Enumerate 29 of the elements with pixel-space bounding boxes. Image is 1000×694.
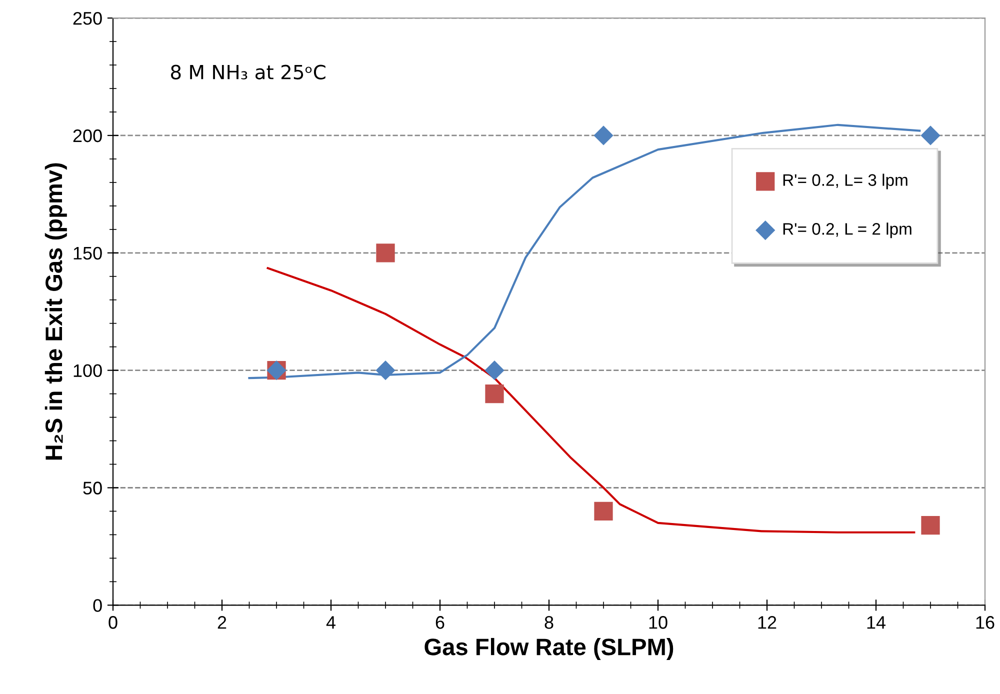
point [594,126,614,146]
legend-label: R'= 0.2, L = 2 lpm [783,222,912,238]
y-tick-label: 250 [73,12,102,25]
point [376,244,395,262]
point [485,384,504,404]
y-axis-title: H₂S in the Exit Gas (ppmv) [44,163,67,460]
x-tick-label: 4 [326,616,336,629]
x-tick-label: 14 [867,616,886,629]
x-tick-label: 0 [108,616,118,629]
x-tick-label: 6 [436,616,444,629]
point [594,502,613,521]
x-tick-label: 2 [218,616,226,629]
y-tick-label: 200 [73,129,102,142]
annotation: 8 M NH₃ at 25ᵒC [171,64,326,80]
point [484,360,504,380]
point [921,516,940,535]
x-tick-label: 16 [976,616,994,629]
y-tick-label: 100 [74,364,102,378]
x-tick-label: 10 [649,616,668,629]
x-axis-title: Gas Flow Rate (SLPM) [424,638,674,660]
y-tick-label: 150 [74,246,102,260]
x-tick-label: 8 [544,616,554,629]
point [376,360,396,380]
y-tick-label: 50 [83,482,102,494]
x-tick-label: 12 [758,616,776,629]
y-tick-label: 0 [93,599,102,612]
legend-label: R'= 0.2, L= 3 lpm [783,174,908,190]
point [920,126,940,146]
line-series [266,267,916,534]
